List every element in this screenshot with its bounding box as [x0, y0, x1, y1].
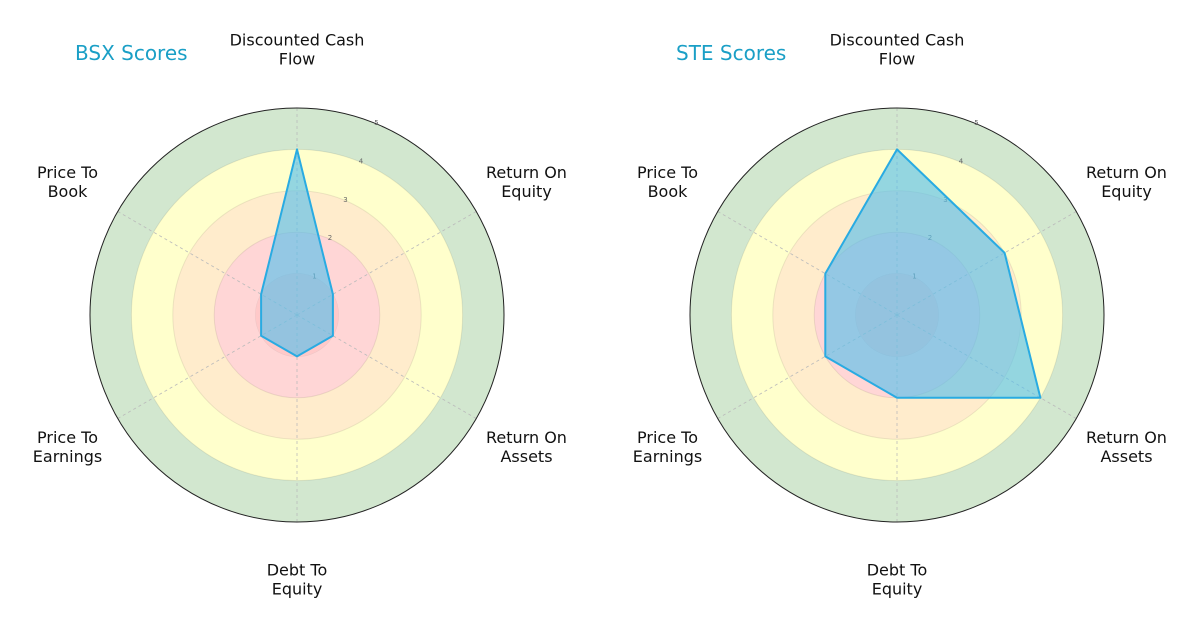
axis-label: Debt To Equity: [867, 561, 928, 599]
axis-label: Debt To Equity: [267, 561, 328, 599]
axis-label: Return On Assets: [486, 428, 567, 466]
axis-label: Return On Equity: [1086, 163, 1167, 201]
radar-outline: [689, 107, 1105, 523]
series-polygon: [824, 148, 1042, 399]
radial-tick-label: 2: [328, 234, 332, 242]
radar-spoke: [717, 314, 898, 419]
axis-label: Return On Equity: [486, 163, 567, 201]
axis-label: Return On Assets: [1086, 428, 1167, 466]
chart-title: BSX Scores: [75, 41, 188, 65]
radial-tick-label: 3: [343, 196, 347, 204]
radar-spoke: [117, 211, 298, 316]
radar-outline: [89, 107, 505, 523]
axis-label: Price To Book: [637, 163, 698, 201]
axis-label: Discounted Cash Flow: [830, 31, 965, 69]
axis-label: Discounted Cash Flow: [230, 31, 365, 69]
radial-tick-label: 4: [959, 157, 964, 165]
radar-spoke: [117, 314, 298, 419]
radar-spoke: [296, 314, 477, 419]
axis-label: Price To Earnings: [33, 428, 102, 466]
chart-title: STE Scores: [676, 41, 786, 65]
series-polygon: [260, 148, 334, 358]
radial-tick-label: 4: [359, 157, 364, 165]
radial-tick-label: 5: [974, 119, 978, 127]
radar-spoke: [296, 211, 477, 316]
radar-spoke: [717, 211, 898, 316]
axis-label: Price To Book: [37, 163, 98, 201]
axis-label: Price To Earnings: [633, 428, 702, 466]
radial-tick-label: 5: [374, 119, 378, 127]
